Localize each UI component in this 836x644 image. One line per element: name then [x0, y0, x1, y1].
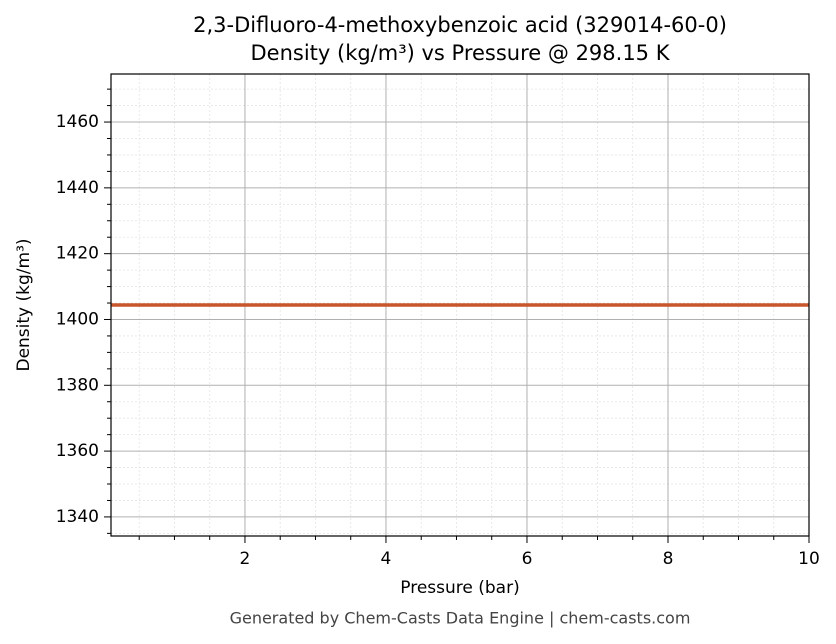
y-tick-label: 1340 [56, 507, 99, 527]
footer: Generated by Chem-Casts Data Engine | ch… [230, 609, 691, 628]
chart-title: 2,3-Difluoro-4-methoxybenzoic acid (3290… [193, 13, 727, 37]
chart-subtitle: Density (kg/m³) vs Pressure @ 298.15 K [250, 41, 670, 65]
x-tick-label: 2 [240, 549, 251, 569]
x-axis-label: Pressure (bar) [400, 578, 519, 598]
y-tick-label: 1360 [56, 441, 99, 461]
x-tick-label: 8 [663, 549, 674, 569]
y-tick-label: 1460 [56, 112, 99, 132]
y-axis-label: Density (kg/m³) [14, 238, 34, 371]
plot-frame [110, 73, 810, 537]
x-tick-label: 6 [522, 549, 533, 569]
y-tick-label: 1420 [56, 244, 99, 264]
x-tick-label: 4 [381, 549, 392, 569]
y-tick-label: 1380 [56, 375, 99, 395]
y-tick-label: 1400 [56, 309, 99, 329]
x-tick-label: 10 [798, 549, 820, 569]
y-tick-label: 1440 [56, 178, 99, 198]
